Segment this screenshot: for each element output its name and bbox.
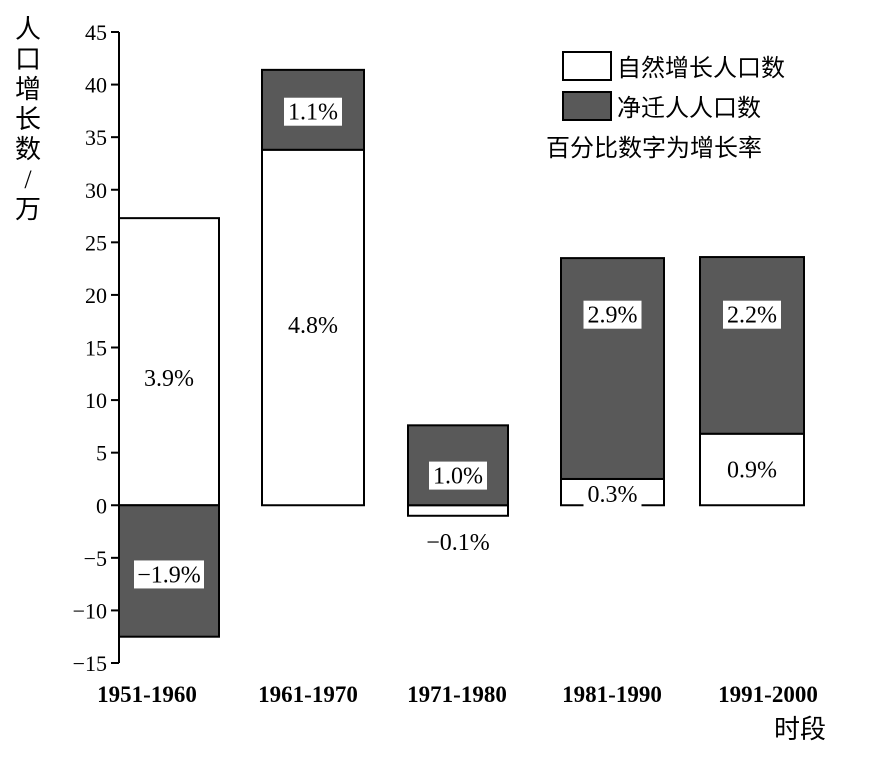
bars-group: 3.9% −1.9% 4.8% 1.1% −0.1% 1.0% 0.3% 2.9% 0.9% 2.… [118,68,805,638]
rate-natural-1971-1980-box [423,527,493,556]
rate-migration-1991-2000-text: 2.2% [727,303,777,329]
rate-natural-1951-1960: 3.9% [140,363,198,392]
rate-natural-1981-1990: 0.3% [583,480,642,509]
y-tick-label: 10 [85,388,107,413]
rate-natural-1971-1980: −0.1% [423,527,493,556]
rate-natural-1961-1970: 4.8% [284,311,342,340]
rate-natural-1951-1960-box [140,363,198,392]
y-tick-label: 20 [85,283,107,308]
legend: 自然增长人口数 净迁人人口数 百分比数字为增长率 [546,51,785,162]
legend-swatch-migration [562,91,612,121]
y-tick-label: 15 [85,336,107,361]
rate-migration-1951-1960-box [134,560,204,589]
bar-natural-1951-1960 [118,217,220,507]
rate-natural-1951-1960-text: 3.9% [144,366,194,392]
bar-migration-1991-2000 [699,256,805,435]
y-tick-label: 40 [85,73,107,98]
x-axis-title: 时段 [774,715,826,744]
y-axis-ticks: −15 −10 −5 0 5 10 15 20 25 30 35 40 45 [73,20,119,676]
bar-migration-1981-1990 [560,257,665,480]
y-tick-label: 35 [85,125,107,150]
y-tick-label: −15 [73,651,107,676]
rate-natural-1961-1970-box [284,311,342,340]
y-tick-label: 0 [96,493,107,518]
rate-migration-1961-1970-text: 1.1% [288,100,338,126]
bar-natural-1971-1980 [407,504,509,517]
x-tick-label: 1981-1990 [562,682,662,707]
rate-natural-1971-1980-text: −0.1% [426,530,490,556]
y-tick-label: 5 [96,441,107,466]
legend-note: 百分比数字为增长率 [546,135,762,162]
rate-natural-1991-2000-box [723,455,781,484]
x-tick-label: 1951-1960 [97,682,197,707]
rate-migration-1971-1980: 1.0% [429,461,487,490]
legend-label-migration: 净迁人人口数 [617,95,761,122]
rate-migration-1981-1990-box [583,300,642,329]
legend-swatch-natural [562,51,612,81]
rate-natural-1991-2000-text: 0.9% [727,457,777,483]
y-tick-label: 45 [85,20,107,45]
x-tick-label: 1971-1980 [407,682,507,707]
x-tick-label: 1991-2000 [718,682,818,707]
rate-migration-1961-1970-box [284,97,342,126]
rate-natural-1981-1990-text: 0.3% [588,482,638,508]
rate-natural-1991-2000: 0.9% [723,455,781,484]
rate-natural-1961-1970-text: 4.8% [288,313,338,339]
legend-label-natural: 自然增长人口数 [617,55,785,82]
rate-migration-1971-1980-box [429,461,487,490]
x-tick-label: 1961-1970 [258,682,358,707]
y-axis-title: 人口增长数/万 [15,15,41,224]
y-tick-label: 25 [85,230,107,255]
rate-migration-1961-1970: 1.1% [284,97,342,126]
rate-migration-1951-1960: −1.9% [134,560,204,589]
y-tick-label: −5 [84,546,107,571]
y-tick-label: −10 [73,598,107,623]
rate-migration-1981-1990: 2.9% [583,300,642,329]
rate-migration-1971-1980-text: 1.0% [433,464,483,490]
category-labels: 1951-1960 1961-1970 1971-1980 1981-1990 1991… [97,682,818,707]
y-tick-label: 30 [85,178,107,203]
rate-migration-1981-1990-text: 2.9% [588,303,638,329]
rate-migration-1991-2000-box [723,300,781,329]
rate-migration-1991-2000: 2.2% [723,300,781,329]
rate-migration-1951-1960-text: −1.9% [137,562,201,588]
rate-natural-1981-1990-box [583,480,642,509]
